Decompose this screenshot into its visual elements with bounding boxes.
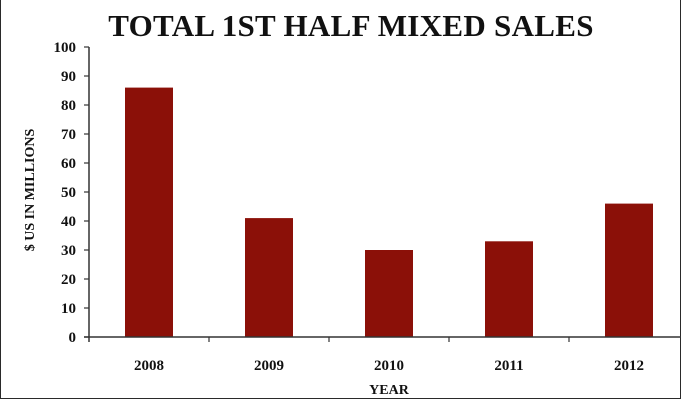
x-tick-label: 2008 <box>134 358 164 374</box>
y-tick-label: 100 <box>54 40 77 56</box>
x-tick-label: 2009 <box>254 358 284 374</box>
y-tick-label: 30 <box>61 243 76 259</box>
y-tick-label: 70 <box>61 127 76 143</box>
x-tick-label: 2010 <box>374 358 404 374</box>
y-tick-label: 20 <box>61 272 76 288</box>
y-axis-label: $ US IN MILLIONS <box>23 128 38 252</box>
bar-2011 <box>485 241 533 337</box>
y-tick-label: 40 <box>61 214 76 230</box>
y-tick-label: 0 <box>69 330 77 346</box>
y-tick-label: 10 <box>61 301 76 317</box>
x-tick-label: 2012 <box>614 358 644 374</box>
y-tick-label: 90 <box>61 69 76 85</box>
y-tick-label: 60 <box>61 156 76 172</box>
axes-layer <box>84 47 681 342</box>
bar-2008 <box>125 87 173 337</box>
bar-2010 <box>365 250 413 337</box>
x-axis-label: YEAR <box>369 383 409 398</box>
bars-layer <box>125 87 653 337</box>
ticks-layer: 0 10 20 30 40 50 60 70 80 90 100 2008 2009 2010 2011 20… <box>54 40 645 374</box>
bar-2012 <box>605 203 653 337</box>
chart-title: TOTAL 1ST HALF MIXED SALES <box>108 8 594 43</box>
bar-2009 <box>245 218 293 337</box>
x-tick-label: 2011 <box>494 358 523 374</box>
y-tick-label: 50 <box>61 185 76 201</box>
y-tick-label: 80 <box>61 98 76 114</box>
